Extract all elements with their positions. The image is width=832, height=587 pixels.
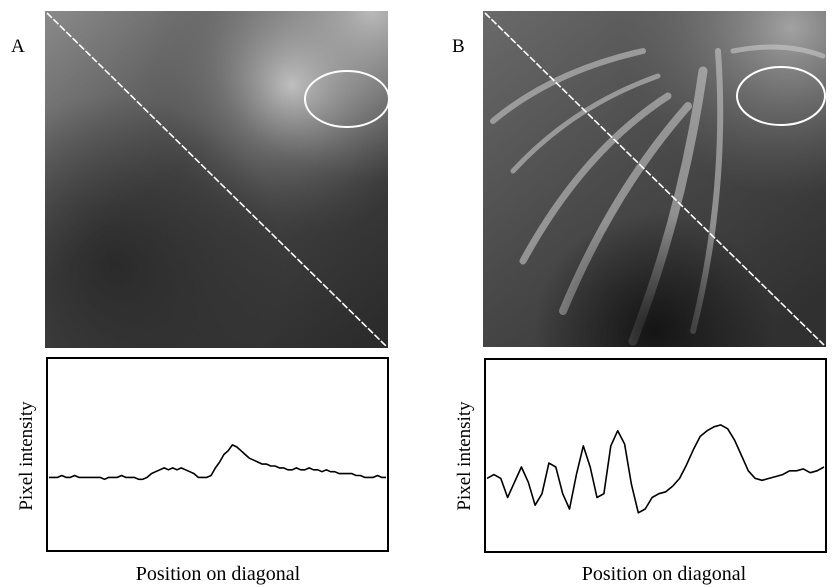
panel-letter-a: A (11, 36, 25, 57)
roi-ellipse-a (304, 70, 388, 128)
intensity-profile-plot-b (484, 358, 827, 553)
grayscale-photo-b (483, 11, 826, 347)
profile-line-a (49, 444, 386, 481)
x-axis-label-b: Position on diagonal (581, 563, 747, 585)
profile-line-svg-a (49, 444, 386, 481)
panel-letter-b: B (452, 36, 465, 57)
diagonal-line-a (46, 12, 387, 347)
y-axis-label-a: Pixel intensity (16, 401, 37, 511)
grayscale-photo-a (45, 11, 388, 348)
intensity-profile-plot-a (46, 357, 389, 552)
y-axis-label-b: Pixel intensity (454, 401, 475, 511)
grayscale-image-b (483, 11, 826, 347)
profile-line-b (486, 424, 825, 514)
grayscale-image-a (45, 11, 388, 348)
profile-line-svg-b (486, 424, 825, 514)
diagonal-line-b (484, 12, 825, 346)
x-axis-label-a: Position on diagonal (135, 563, 301, 585)
roi-ellipse-b (736, 66, 826, 126)
